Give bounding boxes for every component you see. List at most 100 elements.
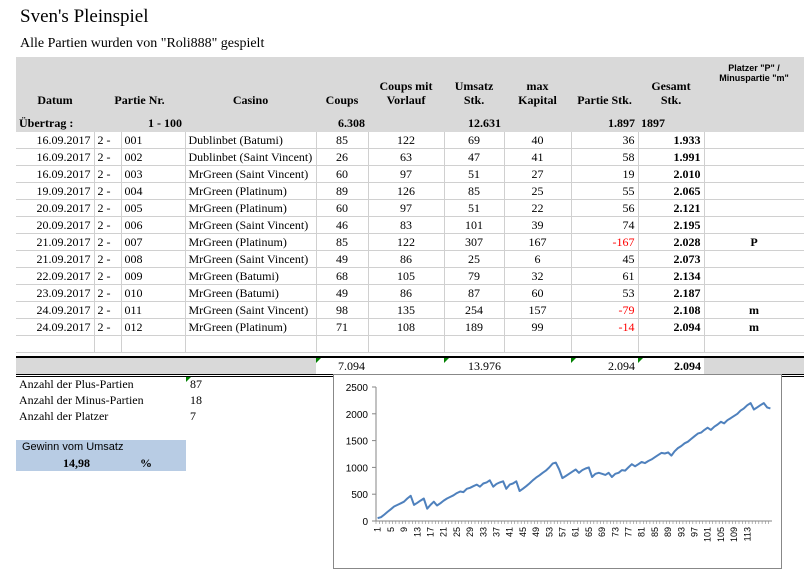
cell-umsatz[interactable]: 51 bbox=[444, 199, 505, 217]
cell-partie-prefix[interactable]: 2 - bbox=[94, 165, 122, 183]
cell-casino[interactable]: MrGreen (Batumi) bbox=[185, 267, 317, 285]
cell-partie-prefix[interactable]: 2 - bbox=[94, 216, 122, 234]
col-header-gesamt-stk[interactable]: Gesamt Stk. bbox=[638, 57, 705, 109]
cell-partie-prefix[interactable]: 2 - bbox=[94, 284, 122, 302]
cell-datum[interactable]: 21.09.2017 bbox=[16, 250, 95, 268]
cell-platzer[interactable] bbox=[704, 216, 804, 234]
cell-gesamt-stk[interactable]: 2.195 bbox=[638, 216, 705, 234]
cell-partie-prefix[interactable]: 2 - bbox=[94, 318, 122, 336]
cell-umsatz[interactable]: 69 bbox=[444, 132, 505, 149]
uebertrag-platzer-cell[interactable] bbox=[704, 115, 804, 132]
cell-max-kapital[interactable]: 157 bbox=[504, 301, 572, 319]
cell-platzer[interactable] bbox=[704, 132, 804, 149]
cell-gesamt-stk[interactable]: 1.933 bbox=[638, 132, 705, 149]
cell-umsatz[interactable]: 79 bbox=[444, 267, 505, 285]
cell-max-kapital[interactable]: 41 bbox=[504, 148, 572, 166]
cell-gesamt-stk[interactable]: 2.134 bbox=[638, 267, 705, 285]
minus-partien-value[interactable]: 18 bbox=[190, 393, 202, 407]
cell-coups[interactable]: 89 bbox=[316, 182, 369, 200]
cell-partie-nr[interactable]: 003 bbox=[121, 165, 186, 183]
cell-coups[interactable]: 60 bbox=[316, 165, 369, 183]
blank-cell[interactable] bbox=[638, 335, 705, 353]
cell-max-kapital[interactable]: 99 bbox=[504, 318, 572, 336]
col-header-partie-nr[interactable]: Partie Nr. bbox=[94, 57, 186, 109]
cell-casino[interactable]: MrGreen (Platinum) bbox=[185, 318, 317, 336]
cell-coups[interactable]: 85 bbox=[316, 233, 369, 251]
cell-partie-prefix[interactable]: 2 - bbox=[94, 267, 122, 285]
cell-datum[interactable]: 24.09.2017 bbox=[16, 301, 95, 319]
uebertrag-partie-range[interactable]: 1 - 100 bbox=[94, 115, 186, 132]
cell-coups-mit-vorlauf[interactable]: 135 bbox=[368, 301, 445, 319]
cell-coups[interactable]: 49 bbox=[316, 250, 369, 268]
cell-gesamt-stk[interactable]: 2.028 bbox=[638, 233, 705, 251]
cell-partie-prefix[interactable]: 2 - bbox=[94, 250, 122, 268]
blank-cell[interactable] bbox=[316, 335, 369, 353]
blank-cell[interactable] bbox=[16, 335, 95, 353]
minus-partien-label[interactable]: Anzahl der Minus-Partien bbox=[19, 393, 144, 407]
cell-gesamt-stk[interactable]: 2.065 bbox=[638, 182, 705, 200]
uebertrag-partie-stk[interactable]: 1.897 bbox=[571, 115, 639, 132]
blank-cell[interactable] bbox=[368, 335, 445, 353]
cell-partie-nr[interactable]: 010 bbox=[121, 284, 186, 302]
cell-datum[interactable]: 20.09.2017 bbox=[16, 216, 95, 234]
cell-platzer[interactable] bbox=[704, 250, 804, 268]
cell-coups[interactable]: 46 bbox=[316, 216, 369, 234]
uebertrag-casino-cell[interactable] bbox=[185, 115, 317, 132]
cell-partie-prefix[interactable]: 2 - bbox=[94, 301, 122, 319]
cell-coups-mit-vorlauf[interactable]: 86 bbox=[368, 284, 445, 302]
cell-platzer[interactable] bbox=[704, 284, 804, 302]
cell-gesamt-stk[interactable]: 2.108 bbox=[638, 301, 705, 319]
cell-partie-prefix[interactable]: 2 - bbox=[94, 182, 122, 200]
cell-casino[interactable]: MrGreen (Saint Vincent) bbox=[185, 250, 317, 268]
total-umsatz[interactable]: 13.976 bbox=[444, 356, 505, 377]
uebertrag-label[interactable]: Übertrag : bbox=[16, 115, 94, 132]
cell-max-kapital[interactable]: 60 bbox=[504, 284, 572, 302]
cell-coups-mit-vorlauf[interactable]: 63 bbox=[368, 148, 445, 166]
platzer-value[interactable]: 7 bbox=[190, 409, 196, 423]
cell-coups[interactable]: 71 bbox=[316, 318, 369, 336]
blank-cell[interactable] bbox=[121, 335, 186, 353]
cell-umsatz[interactable]: 101 bbox=[444, 216, 505, 234]
col-header-casino[interactable]: Casino bbox=[185, 57, 317, 109]
cell-partie-nr[interactable]: 001 bbox=[121, 132, 186, 149]
cell-gesamt-stk[interactable]: 2.187 bbox=[638, 284, 705, 302]
cell-partie-stk[interactable]: 61 bbox=[571, 267, 639, 285]
cell-partie-nr[interactable]: 002 bbox=[121, 148, 186, 166]
cell-datum[interactable]: 23.09.2017 bbox=[16, 284, 95, 302]
cell-umsatz[interactable]: 189 bbox=[444, 318, 505, 336]
blank-cell[interactable] bbox=[185, 335, 317, 353]
cell-platzer[interactable]: m bbox=[704, 301, 804, 319]
uebertrag-coups[interactable]: 6.308 bbox=[316, 115, 369, 132]
cell-partie-stk[interactable]: 58 bbox=[571, 148, 639, 166]
cell-casino[interactable]: MrGreen (Platinum) bbox=[185, 233, 317, 251]
cell-datum[interactable]: 21.09.2017 bbox=[16, 233, 95, 251]
cell-platzer[interactable] bbox=[704, 182, 804, 200]
cell-platzer[interactable] bbox=[704, 148, 804, 166]
cell-datum[interactable]: 24.09.2017 bbox=[16, 318, 95, 336]
cell-coups-mit-vorlauf[interactable]: 105 bbox=[368, 267, 445, 285]
total-partie-stk[interactable]: 2.094 bbox=[571, 356, 639, 377]
cell-partie-stk[interactable]: 56 bbox=[571, 199, 639, 217]
col-header-max-kapital[interactable]: max Kapital bbox=[504, 57, 572, 109]
cell-umsatz[interactable]: 25 bbox=[444, 250, 505, 268]
cell-coups[interactable]: 60 bbox=[316, 199, 369, 217]
cell-casino[interactable]: Dublinbet (Saint Vincent) bbox=[185, 148, 317, 166]
cell-coups-mit-vorlauf[interactable]: 122 bbox=[368, 132, 445, 149]
cell-coups[interactable]: 98 bbox=[316, 301, 369, 319]
cell-partie-nr[interactable]: 006 bbox=[121, 216, 186, 234]
cell-partie-nr[interactable]: 007 bbox=[121, 233, 186, 251]
cell-coups[interactable]: 49 bbox=[316, 284, 369, 302]
cell-partie-prefix[interactable]: 2 - bbox=[94, 233, 122, 251]
cell-coups-mit-vorlauf[interactable]: 126 bbox=[368, 182, 445, 200]
cell-partie-nr[interactable]: 008 bbox=[121, 250, 186, 268]
blank-cell[interactable] bbox=[704, 335, 804, 353]
cell-coups[interactable]: 26 bbox=[316, 148, 369, 166]
cell-max-kapital[interactable]: 39 bbox=[504, 216, 572, 234]
chart-frame[interactable]: 0 500 1000 1500 2000 2500 1 5 9 13 17 21 25 29 33 37 41 4… bbox=[333, 374, 782, 569]
cell-gesamt-stk[interactable]: 2.010 bbox=[638, 165, 705, 183]
cell-datum[interactable]: 16.09.2017 bbox=[16, 148, 95, 166]
cell-datum[interactable]: 19.09.2017 bbox=[16, 182, 95, 200]
cell-coups-mit-vorlauf[interactable]: 108 bbox=[368, 318, 445, 336]
cell-umsatz[interactable]: 51 bbox=[444, 165, 505, 183]
cell-casino[interactable]: MrGreen (Saint Vincent) bbox=[185, 301, 317, 319]
